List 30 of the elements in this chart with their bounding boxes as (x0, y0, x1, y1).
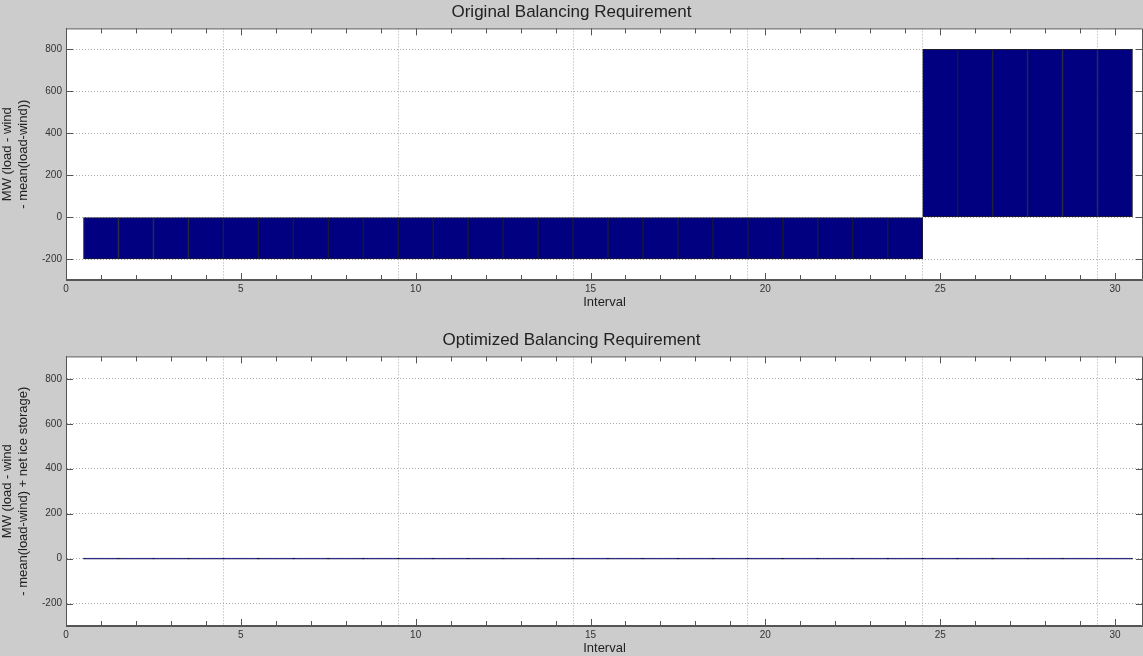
x-tick-label: 25 (934, 282, 947, 294)
y-tick-label: 200 (45, 507, 63, 519)
x-tick-label: 15 (584, 282, 597, 294)
x-tick-label: 15 (584, 628, 597, 640)
x-axis-title: Interval (583, 293, 626, 309)
y-tick-label: 0 (56, 210, 63, 222)
x-tick-label: 30 (1109, 628, 1122, 640)
x-tick-label: 5 (238, 628, 245, 640)
x-tick-label: 20 (759, 282, 772, 294)
y-tick-label: 200 (45, 168, 63, 180)
y-tick-label: 400 (45, 126, 63, 138)
x-tick-label: 5 (238, 282, 245, 294)
x-tick-label: 10 (410, 282, 422, 294)
x-tick-label: 30 (1109, 282, 1122, 294)
x-tick-label: 20 (759, 628, 772, 640)
y-tick-label: 600 (45, 85, 63, 97)
y-tick-label: 0 (56, 552, 63, 564)
x-tick-label: 25 (934, 628, 947, 640)
y-tick-label: 400 (45, 462, 63, 474)
chart-title: Original Balancing Requirement (451, 1, 692, 21)
x-tick-label: 10 (410, 628, 422, 640)
y-axis-title: MW (load - wind - mean(load-wind) + net ice storage) (0, 386, 30, 596)
y-tick-label: 600 (45, 417, 63, 429)
y-tick-label: -200 (41, 597, 63, 609)
x-axis-title: Interval (583, 639, 626, 655)
y-tick-label: 800 (45, 372, 63, 384)
chart-title: Optimized Balancing Requirement (442, 329, 701, 349)
y-axis-title: MW (load - wind - mean(load-wind)) (0, 99, 30, 209)
y-tick-label: 800 (45, 43, 63, 55)
y-tick-label: -200 (41, 252, 63, 264)
